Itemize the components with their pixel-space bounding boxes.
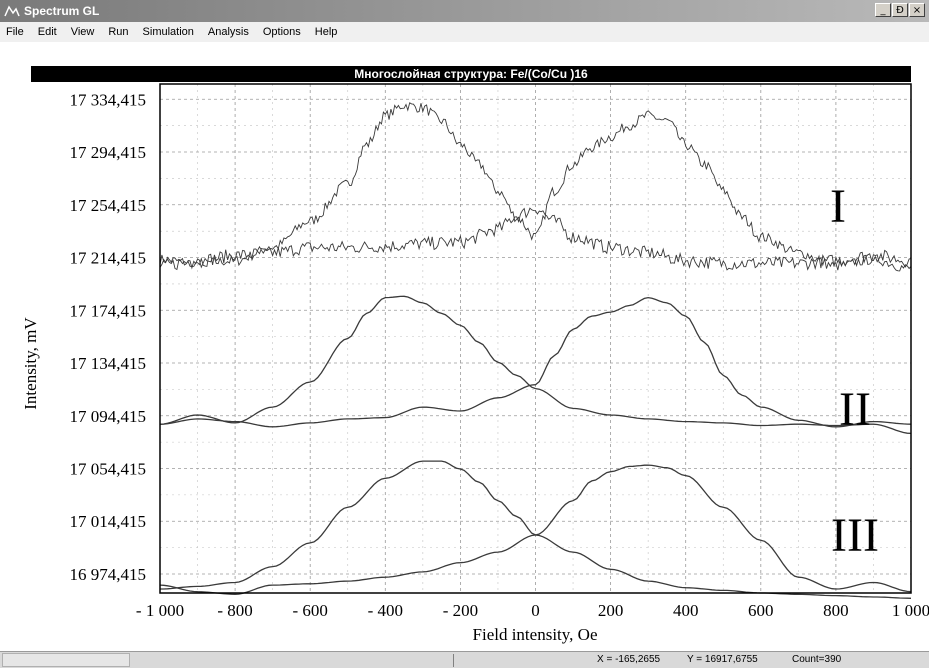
x-tick-label: 800 [823, 601, 849, 620]
x-tick-label: - 200 [443, 601, 478, 620]
menu-simulation[interactable]: Simulation [142, 26, 194, 38]
status-count: Count=390 [792, 654, 842, 665]
x-tick-labels: - 1 000 - 800 - 600 - 400 - 200 0 200 400 600 800… [136, 601, 929, 620]
plot-frame [159, 83, 912, 594]
grid-layer [159, 84, 912, 593]
app-icon [4, 5, 20, 17]
series-line-3 [159, 295, 912, 435]
x-tick-label: 600 [748, 601, 774, 620]
menu-help[interactable]: Help [314, 26, 338, 38]
status-y-readout: Y = 16917,6755 [687, 654, 758, 665]
y-tick-label: 17 134,415 [70, 354, 147, 373]
y-tick-label: 17 094,415 [70, 407, 147, 426]
x-tick-label: 400 [673, 601, 699, 620]
menu-edit[interactable]: Edit [37, 26, 57, 38]
x-tick-label: - 800 [217, 601, 252, 620]
y-tick-label: 16 974,415 [70, 565, 147, 584]
title-bar: Spectrum GL _ Ɖ × [0, 0, 929, 22]
annotation-curve-II: II [839, 383, 871, 436]
menu-file[interactable]: File [6, 26, 24, 38]
x-tick-label: 200 [598, 601, 624, 620]
window-controls: _ Ɖ × [875, 3, 925, 17]
x-tick-label: - 1 000 [136, 601, 184, 620]
window-title: Spectrum GL [24, 4, 100, 18]
y-tick-label: 17 214,415 [70, 249, 147, 268]
y-tick-label: 17 334,415 [70, 90, 147, 109]
y-tick-label: 17 294,415 [70, 143, 147, 162]
status-pane-left [2, 653, 130, 667]
series-line-4 [159, 296, 912, 428]
series-layer [159, 102, 912, 599]
x-axis-title: Field intensity, Oe [473, 625, 598, 644]
menu-options[interactable]: Options [262, 26, 301, 38]
y-tick-label: 17 254,415 [70, 196, 147, 215]
restore-button[interactable]: Ɖ [892, 3, 908, 17]
y-axis-title: Intensity, mV [21, 317, 40, 410]
series-line-2 [159, 207, 912, 271]
x-tick-label: - 600 [292, 601, 327, 620]
status-separator [453, 654, 454, 667]
y-tick-labels: 16 974,415 17 014,415 17 054,415 17 094,415… [70, 90, 147, 584]
series-line-6 [159, 464, 912, 595]
menu-view[interactable]: View [70, 26, 95, 38]
x-tick-label: 0 [531, 601, 540, 620]
series-line-1 [159, 102, 912, 272]
close-button[interactable]: × [909, 3, 925, 17]
annotation-curve-I: I [830, 180, 846, 233]
annotation-curve-III: III [831, 509, 879, 562]
y-tick-label: 17 014,415 [70, 512, 147, 531]
menu-run[interactable]: Run [108, 26, 129, 38]
spectrum-plot[interactable]: 16 974,415 17 014,415 17 054,415 17 094,415… [0, 0, 929, 651]
menu-bar: File Edit View Run Simulation Analysis O… [0, 22, 929, 42]
minimize-button[interactable]: _ [875, 3, 891, 17]
menu-analysis[interactable]: Analysis [207, 26, 249, 38]
y-tick-label: 17 174,415 [70, 301, 147, 320]
x-tick-label: - 400 [368, 601, 403, 620]
x-tick-label: 1 000 [892, 601, 929, 620]
y-tick-label: 17 054,415 [70, 459, 147, 478]
chart-title: Многослойная структура: Fe/(Co/Cu )16 [31, 66, 911, 82]
status-bar: X = -165,2655 Y = 16917,6755 Count=390 [0, 651, 929, 668]
status-x-readout: X = -165,2655 [597, 654, 661, 665]
